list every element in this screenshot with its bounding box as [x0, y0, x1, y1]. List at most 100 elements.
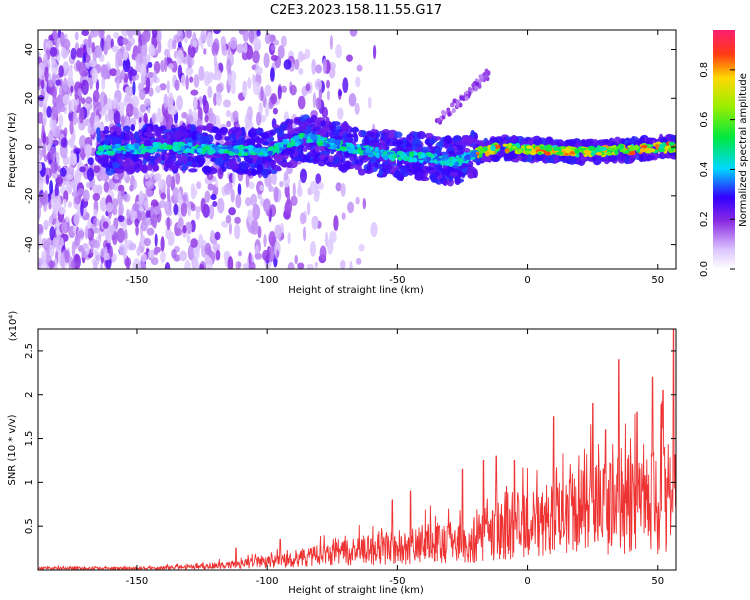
- spectrogram-noise-cell: [172, 39, 177, 50]
- spectrogram-noise-cell: [280, 35, 287, 48]
- spectrogram-noise-cell: [200, 197, 206, 214]
- spectrogram-noise-cell: [141, 41, 148, 58]
- spectrogram-noise-cell: [78, 61, 87, 77]
- spectrogram-noise-cell: [90, 243, 94, 254]
- spectrogram-noise-cell: [147, 61, 153, 69]
- spectrogram-noise-cell: [140, 210, 146, 222]
- spectrogram-ridge-cell: [545, 146, 553, 152]
- spectrogram-band-cell: [131, 152, 140, 163]
- spectrogram-noise-cell: [41, 123, 45, 135]
- spectrogram-ridge-cell: [237, 145, 245, 151]
- spectrogram-noise-cell: [167, 38, 175, 51]
- spectrogram-noise-cell: [273, 39, 280, 46]
- spectrogram-ridge-cell: [374, 146, 379, 152]
- spectrogram-noise-cell: [322, 58, 327, 75]
- spectrogram-ridge-cell: [436, 157, 442, 161]
- spectrogram-noise-cell: [228, 222, 233, 235]
- spectrogram-ridge-cell: [159, 144, 166, 150]
- spectrogram-noise-cell: [263, 198, 271, 213]
- spectrogram-noise-cell: [270, 44, 276, 52]
- spectrogram-noise-cell: [187, 54, 192, 69]
- spectrogram-noise-cell: [87, 34, 92, 49]
- spectrogram-noise-cell: [223, 183, 232, 196]
- snr-xtick-label: -50: [389, 576, 405, 587]
- spectrogram-noise-cell: [132, 257, 141, 269]
- spectrogram-noise-cell: [131, 95, 140, 108]
- spectrogram-noise-cell: [290, 195, 298, 207]
- spectrogram-band-cell: [395, 145, 402, 153]
- spectrogram-band-cell: [447, 147, 455, 153]
- spectrogram-noise-cell: [318, 181, 324, 190]
- spectrogram-noise-cell: [277, 45, 285, 59]
- spectrogram-band-cell: [293, 117, 302, 125]
- spectrogram-band-cell: [104, 135, 115, 141]
- spectrogram-noise-cell: [73, 212, 80, 226]
- spectrogram-band-cell: [171, 130, 182, 140]
- colorbar-tick-label: 0.2: [699, 211, 710, 227]
- spectrogram-ridge-cell: [485, 150, 490, 157]
- spectrogram-ridge-cell: [196, 147, 203, 154]
- spectrogram-ridge-cell: [595, 152, 603, 156]
- spectrogram-band-cell: [236, 157, 242, 163]
- spectrogram-band-cell: [218, 168, 223, 176]
- spectrogram-band-cell: [250, 168, 258, 177]
- spectrogram-band-cell: [224, 136, 231, 142]
- spectrogram-noise-cell: [129, 184, 134, 192]
- spectrogram-noise-cell: [73, 105, 78, 112]
- spectrogram-noise-cell: [176, 30, 183, 37]
- spectrogram-band-cell: [154, 153, 161, 158]
- spectrogram-ridge-cell: [433, 159, 438, 164]
- spectrogram-noise-cell: [237, 183, 242, 196]
- spectrogram-noise-cell: [164, 56, 168, 73]
- spectrogram-noise-cell: [154, 233, 158, 247]
- spectrogram-band-cell: [147, 126, 152, 134]
- spectrogram-band-cell: [204, 154, 214, 159]
- spectrogram-noise-cell: [163, 93, 169, 109]
- spectrogram-noise-cell: [144, 180, 153, 187]
- spectrogram-noise-cell: [263, 234, 267, 248]
- spectrogram-band-cell: [219, 126, 228, 136]
- spectrogram-noise-cell: [372, 44, 377, 60]
- spectrogram-noise-cell: [126, 208, 130, 219]
- spectrogram-band-cell: [130, 124, 136, 132]
- spectrogram-band-cell: [102, 129, 110, 134]
- spectrogram-noise-cell: [112, 230, 118, 246]
- spectrogram-ridge-cell: [234, 148, 240, 154]
- spectrogram-noise-cell: [341, 212, 346, 220]
- spectrogram-drift-cell: [442, 111, 447, 117]
- spectrogram-noise-cell: [46, 152, 52, 161]
- spectrogram-noise-cell: [289, 84, 297, 96]
- spectrogram-noise-cell: [62, 47, 67, 60]
- spectrogram-band-cell: [378, 169, 384, 177]
- spectrogram-noise-cell: [58, 65, 64, 78]
- spectrogram-noise-cell: [253, 43, 261, 53]
- spectrogram-noise-cell: [159, 83, 167, 91]
- spectrogram-noise-cell: [80, 200, 84, 217]
- spectrogram-band-cell: [192, 162, 197, 168]
- spectrogram-noise-cell: [61, 222, 68, 234]
- spectrogram-ridge-cell: [502, 143, 508, 147]
- spectrogram-noise-cell: [48, 260, 56, 269]
- spectrogram-ridge-cell: [478, 149, 487, 154]
- spectrogram-band-cell: [239, 160, 248, 171]
- spectrogram-band-cell: [270, 159, 275, 170]
- spectrogram-noise-cell: [252, 73, 256, 86]
- spectrogram-noise-cell: [246, 105, 253, 121]
- spectrogram-noise-cell: [267, 246, 275, 263]
- spectrogram-band-cell: [604, 138, 609, 144]
- spectrogram-noise-cell: [40, 192, 47, 205]
- spectrogram-band-cell: [196, 154, 202, 164]
- spectrogram-band-cell: [201, 140, 211, 145]
- spectrogram-band-cell: [124, 130, 134, 141]
- spectrogram-noise-cell: [311, 59, 317, 75]
- spectrogram-noise-cell: [122, 57, 131, 73]
- spectrogram-noise-cell: [140, 64, 147, 78]
- spectrogram-noise-cell: [254, 66, 263, 75]
- spectrogram-noise-cell: [67, 67, 73, 83]
- spectrogram-noise-cell: [120, 69, 126, 80]
- spectrogram-noise-cell: [279, 180, 284, 188]
- spectrogram-ridge-cell: [443, 154, 449, 159]
- spectrogram-noise-cell: [104, 113, 110, 123]
- spectrogram-ridge-cell: [294, 142, 300, 147]
